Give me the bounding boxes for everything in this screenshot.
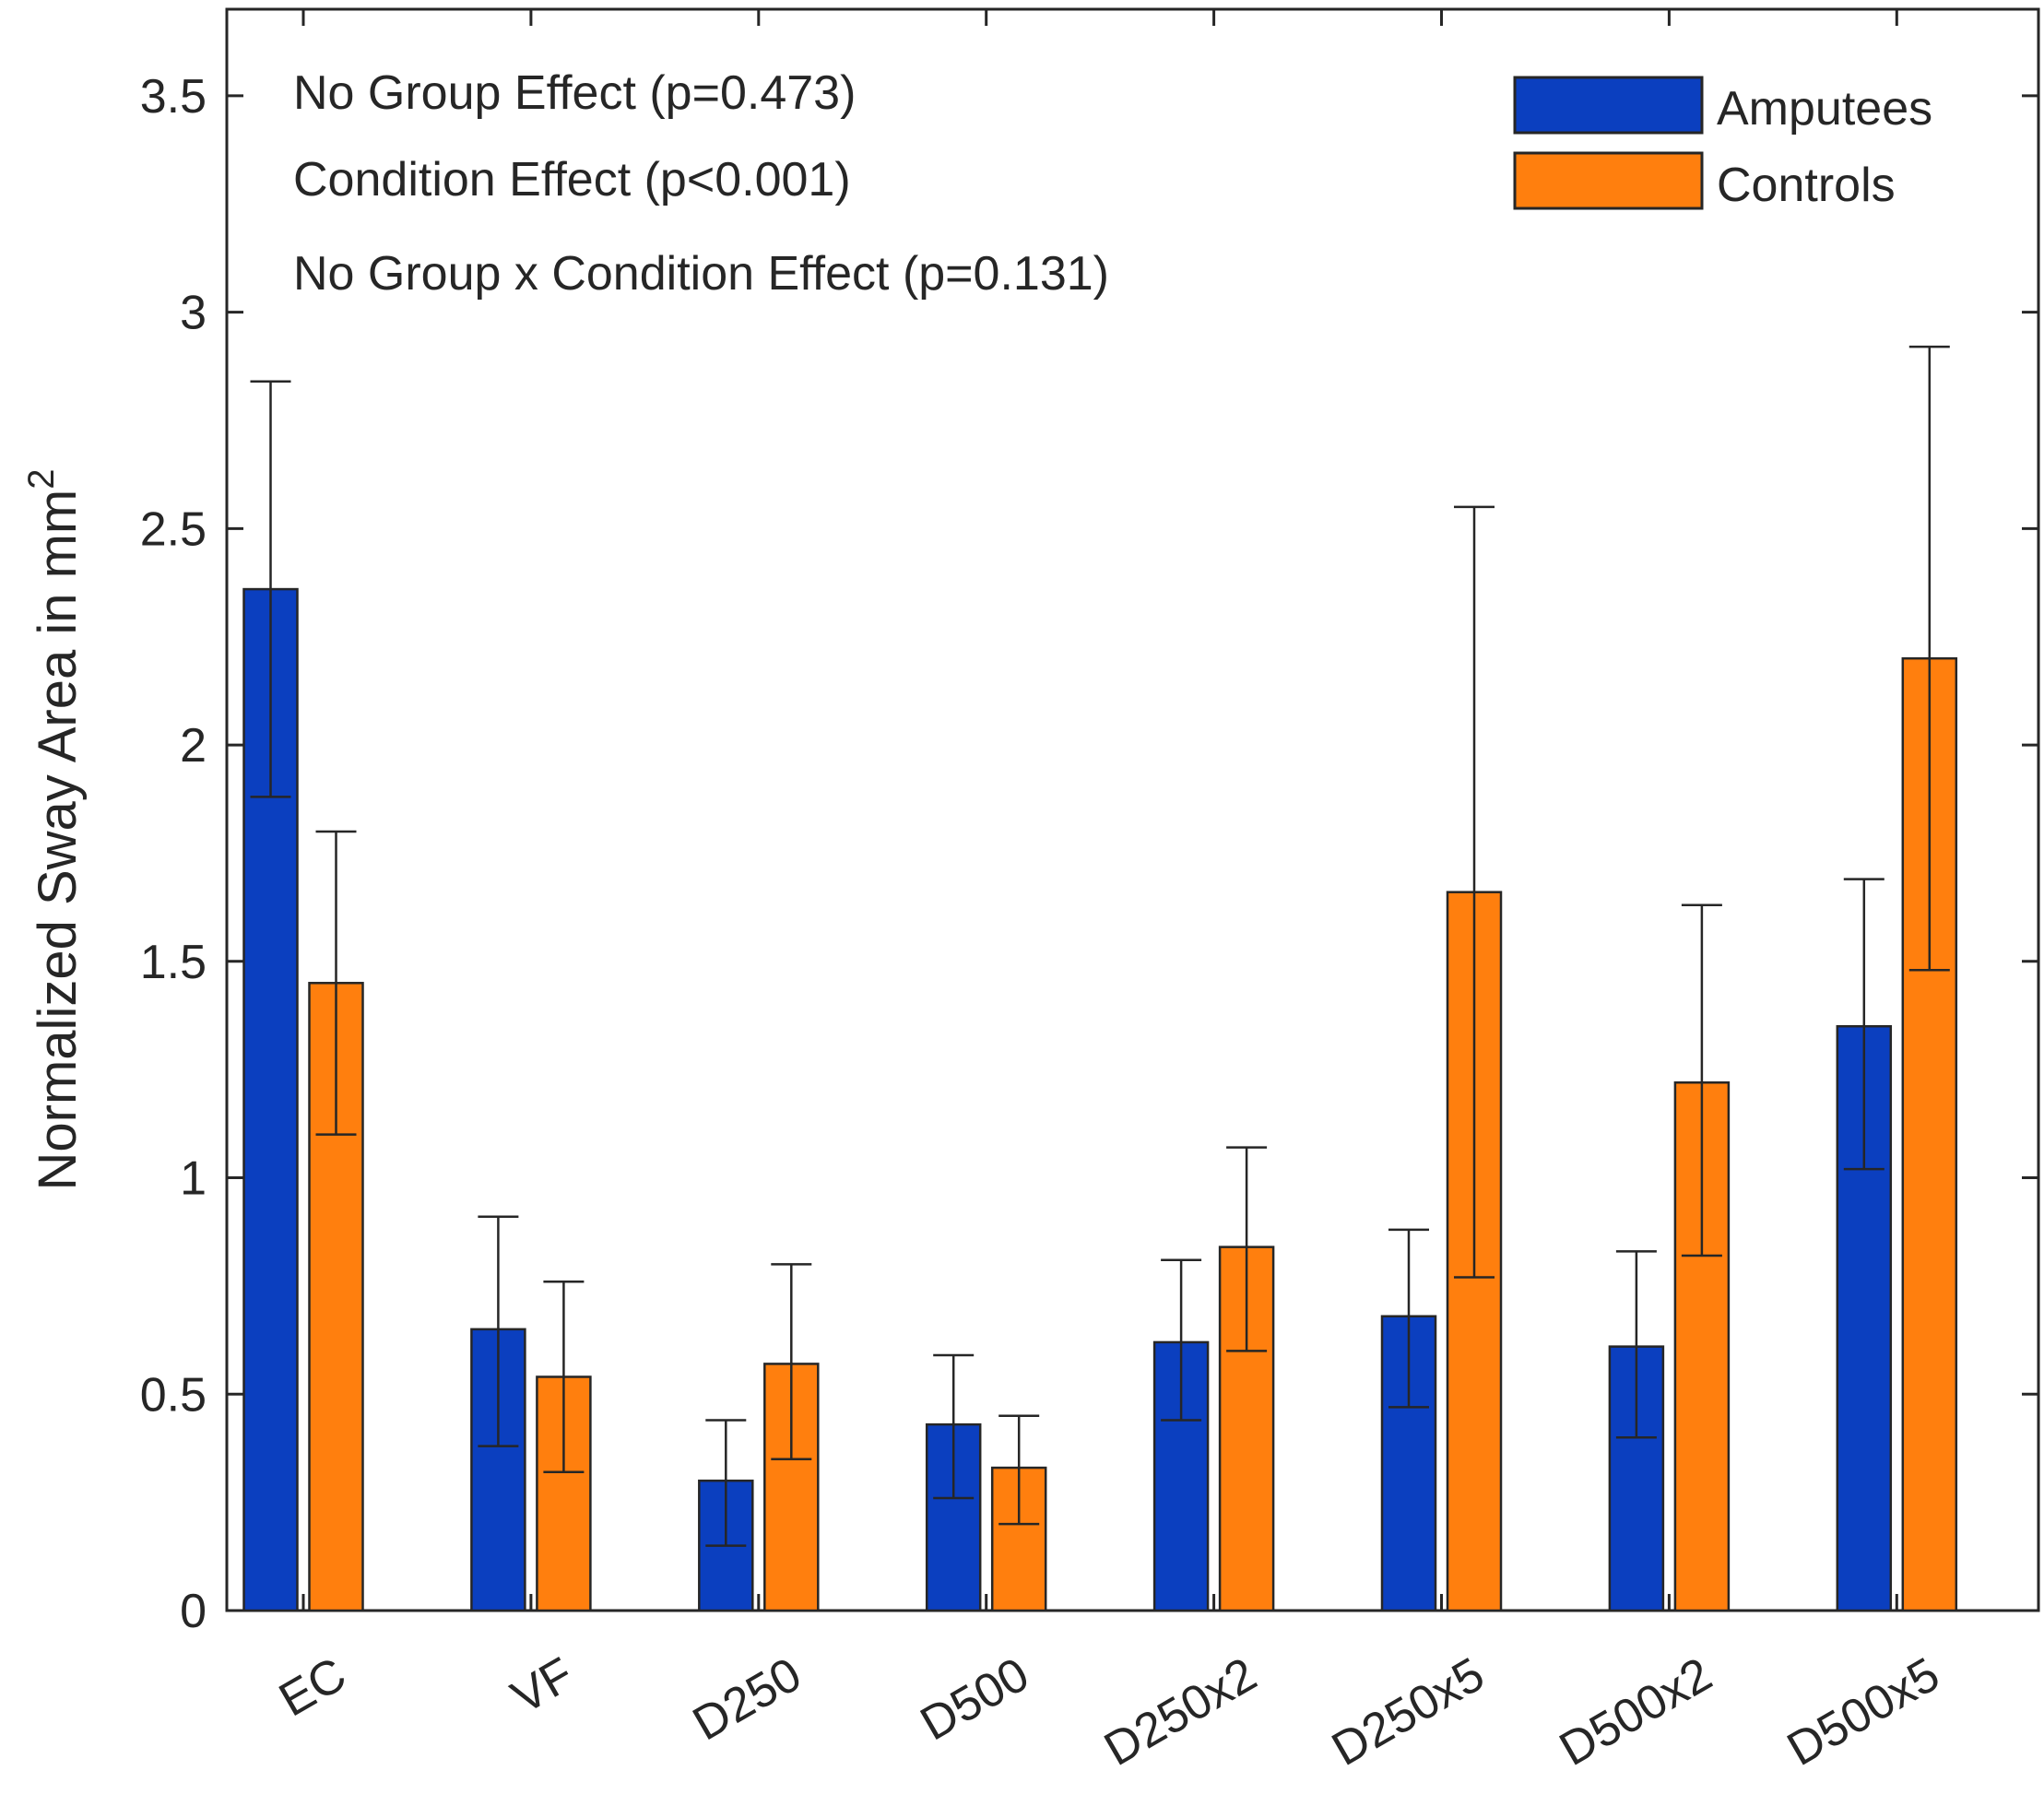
y-tick-label: 2 xyxy=(180,719,207,773)
x-tick-label: EC xyxy=(270,1647,355,1727)
y-tick-label: 0 xyxy=(180,1585,207,1638)
y-axis-label: Normalized Sway Area in mm2 xyxy=(21,469,88,1191)
y-axis: 0 0.5 1 1.5 2 2.5 3 3.5 xyxy=(140,70,2038,1638)
y-tick-label: 3.5 xyxy=(140,70,207,124)
bar-amputees-ec xyxy=(242,587,299,1612)
x-tick-label: D500 xyxy=(912,1647,1038,1751)
x-tick-label: D500x5 xyxy=(1778,1647,1948,1776)
legend-swatch-controls xyxy=(1513,151,1704,210)
annotation-group-effect: No Group Effect (p=0.473) xyxy=(293,66,856,120)
legend: Amputees Controls xyxy=(1513,76,1932,212)
y-tick-label: 1.5 xyxy=(140,936,207,989)
x-tick-label: D250x5 xyxy=(1323,1647,1493,1776)
legend-label-controls: Controls xyxy=(1717,159,1896,212)
y-tick-label: 1 xyxy=(180,1152,207,1206)
y-axis-label-text: Normalized Sway Area in mm xyxy=(28,490,88,1191)
annotation-interaction-effect: No Group x Condition Effect (p=0.131) xyxy=(293,247,1109,301)
annotation-group: No Group Effect (p=0.473) Condition Effe… xyxy=(293,66,1109,301)
y-tick-label: 2.5 xyxy=(140,502,207,556)
x-tick-label: D250 xyxy=(684,1647,810,1751)
plot-area xyxy=(225,7,2040,1612)
y-tick-label: 0.5 xyxy=(140,1368,207,1422)
y-tick-label: 3 xyxy=(180,287,207,340)
y-axis-label-superscript: 2 xyxy=(21,469,62,490)
legend-label-amputees: Amputees xyxy=(1717,82,1932,136)
x-tick-label: D500x2 xyxy=(1551,1647,1720,1776)
legend-swatch-amputees xyxy=(1513,76,1704,135)
error-bar-group xyxy=(250,345,1950,1547)
x-tick-label: D250x2 xyxy=(1095,1647,1265,1776)
annotation-condition-effect: Condition Effect (p<0.001) xyxy=(293,153,851,207)
x-tick-label: VF xyxy=(502,1647,583,1724)
